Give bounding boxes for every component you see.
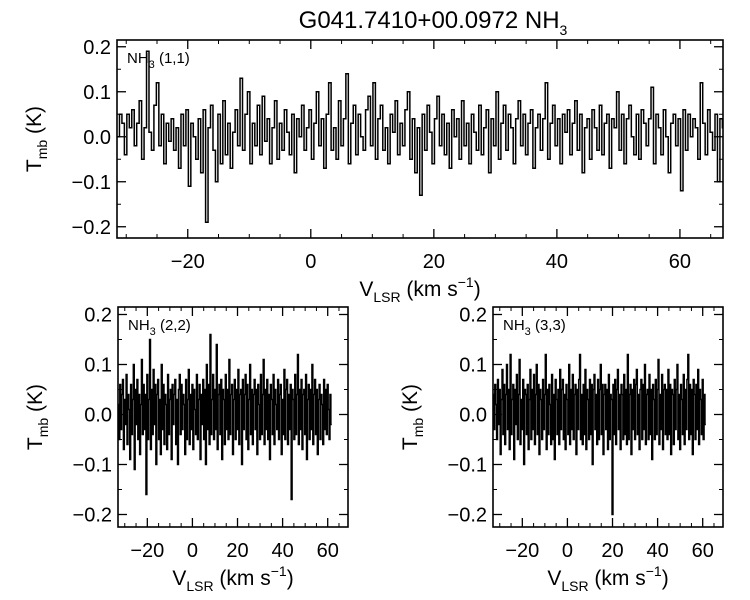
y-axis-label: Tmb (K)	[24, 384, 51, 450]
x-tick-label: 40	[271, 540, 293, 562]
y-tick-label: −0.2	[72, 217, 111, 239]
panel-label: NH3 (2,2)	[128, 317, 191, 338]
x-axis-label: VLSR (km s−1)	[547, 563, 668, 594]
x-tick-label: 20	[226, 540, 248, 562]
y-axis-label-subscript: mb	[410, 418, 426, 438]
figure-title: G041.7410+00.0972 NH3	[299, 7, 568, 38]
spectrum-series-line	[493, 353, 706, 516]
y-axis-label: Tmb (K)	[23, 106, 50, 172]
y-axis-label-main: T	[399, 437, 422, 450]
y-tick-label: −0.2	[448, 505, 487, 527]
x-tick-label: 60	[317, 540, 339, 562]
y-axis-label-units: (K)	[23, 106, 46, 140]
x-axis-label-subscript: LSR	[373, 289, 400, 305]
x-tick-label: 40	[646, 540, 668, 562]
x-axis-label: VLSR (km s−1)	[172, 563, 293, 594]
x-axis-label: VLSR (km s−1)	[359, 274, 480, 305]
spectrum-series-line	[117, 50, 723, 223]
panel-nh3-11: −20 0 20 40 60 −0.2 −0.1 0.0 0.1 0.2 NH3 (1,1) VLSR…	[23, 37, 724, 305]
y-axis-label-units: (K)	[399, 384, 422, 418]
x-tick-label: 0	[187, 540, 198, 562]
y-axis-label-subscript: mb	[34, 140, 50, 160]
plot-frame	[116, 39, 724, 239]
x-axis-label-units: (km s	[214, 567, 271, 590]
y-tick-label: −0.1	[72, 172, 111, 194]
x-tick-label: 0	[562, 540, 573, 562]
panel-label-suffix: (3,3)	[531, 317, 566, 334]
y-tick-label: 0.0	[84, 405, 112, 427]
y-axis-label-units: (K)	[24, 384, 47, 418]
figure-title-subscript: 3	[560, 22, 568, 38]
y-tick-label: 0.1	[83, 82, 111, 104]
y-tick-label: −0.1	[73, 455, 112, 477]
y-axis-label: Tmb (K)	[399, 384, 426, 450]
x-tick-label: 20	[601, 540, 623, 562]
panel-label-subscript: 3	[525, 326, 531, 338]
x-axis-label-main: V	[547, 567, 561, 590]
y-tick-label: −0.1	[448, 455, 487, 477]
panel-nh3-33: −20 0 20 40 60 −0.2 −0.1 0.0 0.1 0.2 NH3 (3,3) VLSR…	[399, 305, 724, 594]
x-axis-label-units: (km s	[401, 278, 458, 301]
panel-label-suffix: (1,1)	[155, 50, 190, 67]
plot-frame	[117, 306, 349, 528]
x-tick-label: 60	[692, 540, 714, 562]
y-tick-label: 0.2	[459, 305, 487, 327]
x-axis-label-units: (km s	[589, 567, 646, 590]
x-axis-label-superscript: −1	[458, 274, 474, 290]
panel-label-main: NH	[503, 317, 525, 334]
y-tick-label: 0.0	[459, 405, 487, 427]
y-axis-label-main: T	[24, 437, 47, 450]
x-axis-label-main: V	[172, 567, 186, 590]
y-tick-label: 0.2	[83, 37, 111, 59]
y-axis-label-main: T	[23, 159, 46, 172]
x-axis-label-close: )	[474, 278, 481, 301]
x-tick-label: 60	[669, 251, 691, 273]
x-axis-label-subscript: LSR	[186, 578, 213, 594]
panel-label-subscript: 3	[149, 59, 155, 71]
x-tick-label: −20	[505, 540, 539, 562]
x-tick-label: −20	[171, 251, 205, 273]
panel-label-main: NH	[128, 317, 150, 334]
x-axis-label-subscript: LSR	[561, 578, 588, 594]
plot-frame	[492, 306, 724, 528]
y-tick-label: 0.1	[459, 355, 487, 377]
x-axis-label-close: )	[287, 567, 294, 590]
spectrum-series-line	[118, 333, 332, 501]
x-axis-label-superscript: −1	[646, 563, 662, 579]
y-tick-label: −0.2	[73, 505, 112, 527]
panel-nh3-22: −20 0 20 40 60 −0.2 −0.1 0.0 0.1 0.2 NH3 (2,2) VLSR…	[24, 305, 349, 594]
x-tick-label: 20	[423, 251, 445, 273]
y-axis-label-subscript: mb	[35, 418, 51, 438]
panel-label: NH3 (1,1)	[127, 50, 190, 71]
panel-label-main: NH	[127, 50, 149, 67]
x-tick-label: −20	[130, 540, 164, 562]
panel-label-suffix: (2,2)	[156, 317, 191, 334]
y-tick-label: 0.0	[83, 127, 111, 149]
y-tick-label: 0.1	[84, 355, 112, 377]
x-tick-label: 0	[305, 251, 316, 273]
panel-label-subscript: 3	[150, 326, 156, 338]
figure-title-main: G041.7410+00.0972 NH	[299, 7, 560, 34]
x-axis-label-close: )	[662, 567, 669, 590]
x-tick-label: 40	[546, 251, 568, 273]
y-tick-label: 0.2	[84, 305, 112, 327]
x-axis-label-superscript: −1	[271, 563, 287, 579]
x-axis-label-main: V	[359, 278, 373, 301]
panel-label: NH3 (3,3)	[503, 317, 566, 338]
